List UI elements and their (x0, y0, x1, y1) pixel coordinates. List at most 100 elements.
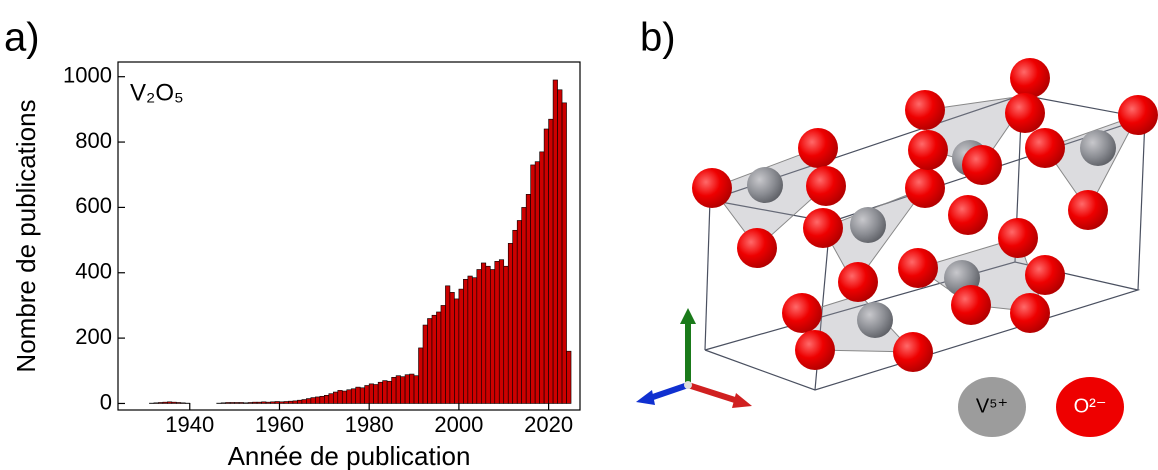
bar (382, 380, 388, 404)
bar (566, 350, 572, 404)
o-atom (737, 228, 777, 268)
y-tick-label: 400 (75, 259, 112, 284)
o-atom (1025, 255, 1065, 295)
bar (454, 298, 460, 404)
bar (476, 269, 482, 404)
bar (297, 399, 303, 404)
bar (283, 401, 289, 404)
bar (306, 398, 312, 404)
bar (261, 401, 267, 404)
o-atom (908, 130, 948, 170)
o-atom (1025, 128, 1065, 168)
bar (247, 402, 253, 404)
bar (279, 401, 285, 404)
bar (368, 383, 374, 404)
bar (171, 401, 177, 404)
bar (409, 373, 415, 404)
bar (324, 394, 330, 404)
bar (431, 314, 437, 404)
bar (503, 265, 509, 404)
y-tick-label: 200 (75, 324, 112, 349)
bar (252, 401, 258, 404)
bar (557, 89, 563, 404)
x-tick-label: 1960 (255, 412, 304, 437)
v-atom (747, 167, 783, 203)
o-atom (998, 218, 1038, 258)
x-tick-label: 1980 (345, 412, 394, 437)
bar (265, 401, 271, 404)
bar (436, 311, 442, 404)
o-atom (1005, 93, 1045, 133)
o-atom (782, 293, 822, 333)
o-atom (951, 285, 991, 325)
bar (292, 400, 298, 404)
y-tick-label: 1000 (63, 63, 112, 88)
bar (534, 161, 540, 404)
bar (319, 395, 325, 404)
y-tick-label: 0 (100, 389, 112, 414)
bar (521, 207, 527, 404)
bar (481, 262, 487, 404)
bar (341, 390, 348, 404)
o-atom (905, 90, 945, 130)
bar (418, 347, 424, 404)
axis-arrow (687, 382, 739, 404)
o-atom (795, 330, 835, 370)
bar (552, 79, 558, 404)
legend-label: O²⁻ (1074, 395, 1107, 417)
bar (449, 292, 455, 404)
bar (176, 402, 182, 404)
o-atom (1068, 190, 1108, 230)
bar (337, 390, 343, 404)
bar (467, 275, 473, 404)
bar (238, 402, 244, 404)
bar (167, 401, 173, 404)
bar (494, 261, 500, 404)
bar (445, 285, 451, 404)
arrow-head (636, 390, 655, 405)
bar (377, 381, 383, 404)
bar (458, 288, 464, 404)
bar (364, 385, 370, 404)
v-atom (850, 207, 886, 243)
o-atom (838, 262, 878, 302)
bar (229, 402, 235, 404)
y-axis-label: Nombre de publications (11, 99, 41, 372)
legend-swatch (1056, 377, 1124, 437)
annotation: V₂O₅ (130, 79, 184, 106)
legend-swatch (958, 377, 1026, 437)
bar (561, 102, 567, 404)
bar (274, 401, 280, 404)
bar (220, 402, 226, 404)
x-axis-label: Année de publication (228, 441, 471, 470)
bar (422, 324, 428, 404)
bar (328, 393, 334, 404)
cell-edge (704, 199, 711, 351)
bar (489, 269, 496, 404)
o-atom (1118, 95, 1158, 135)
bar (440, 305, 446, 404)
plot-frame (117, 61, 581, 411)
bar (373, 384, 379, 404)
origin (684, 381, 692, 389)
bar (301, 399, 307, 404)
bar (355, 386, 361, 404)
bar (225, 402, 231, 404)
o-atom (803, 208, 843, 248)
bar (391, 377, 397, 404)
bar (530, 164, 536, 404)
legend-label: V⁵⁺ (976, 395, 1008, 417)
axes-triad (636, 308, 752, 408)
bar (472, 277, 478, 404)
v-atom (857, 302, 893, 338)
bar (346, 389, 352, 404)
bar (310, 397, 316, 404)
o-atom (798, 128, 838, 168)
bar (525, 194, 531, 404)
bar (543, 128, 549, 404)
bar (315, 396, 321, 404)
panel-label: a) (4, 16, 40, 60)
x-tick-label: 2000 (434, 412, 483, 437)
